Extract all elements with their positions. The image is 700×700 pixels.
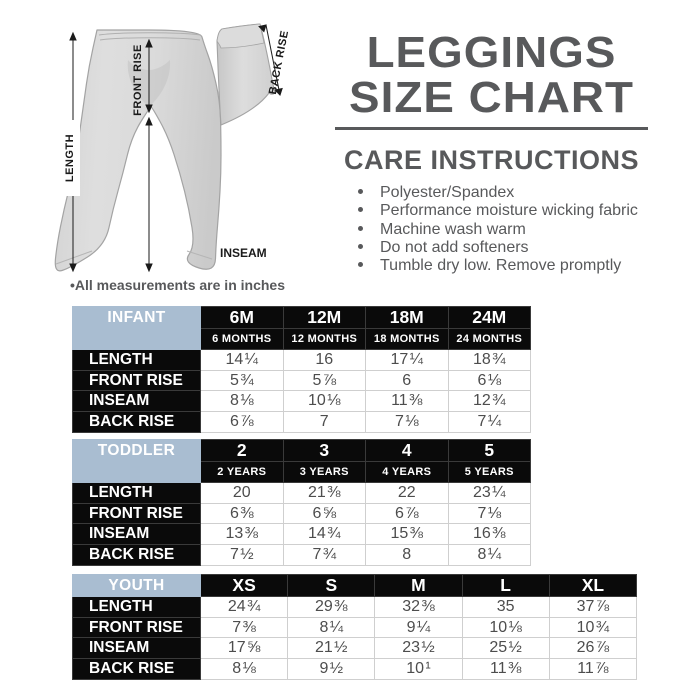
svg-text:LENGTH: LENGTH bbox=[64, 134, 76, 182]
svg-text:INSEAM: INSEAM bbox=[220, 246, 267, 260]
svg-text:FRONT RISE: FRONT RISE bbox=[132, 44, 144, 116]
svg-text:BACK RISE: BACK RISE bbox=[267, 29, 291, 95]
